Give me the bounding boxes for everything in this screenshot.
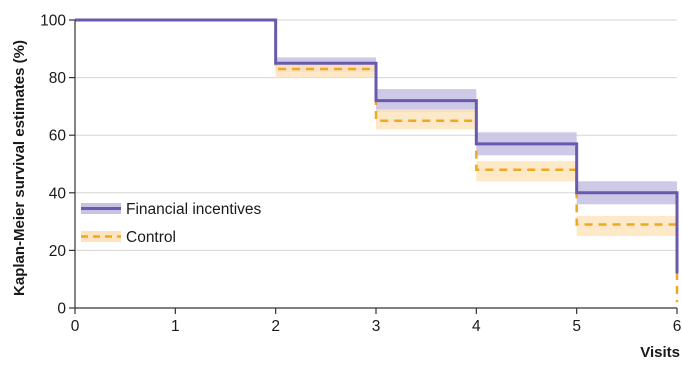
y-tick-label-20: 20 [49, 243, 67, 260]
ci-band-control-4 [576, 215, 677, 236]
x-tick-label-2: 2 [271, 318, 280, 335]
y-tick-label-40: 40 [49, 185, 67, 202]
ci-band-control-1 [275, 63, 376, 78]
tick-labels: 0 20 40 60 80 100 0 1 2 3 4 5 6 [40, 13, 681, 336]
x-tick-label-6: 6 [673, 318, 682, 335]
ci-band-control-2 [376, 109, 477, 130]
series-lines [75, 18, 679, 303]
y-axis-title: Kaplan-Meier survival estimates (%) [11, 40, 28, 296]
x-tick-label-3: 3 [372, 318, 381, 335]
legend-swatch-control-band [81, 231, 121, 242]
legend-item-control: Control [81, 229, 176, 246]
x-tick-label-1: 1 [171, 318, 180, 335]
legend-label-financial-incentives: Financial incentives [126, 201, 262, 218]
x-axis-title: Visits [640, 344, 680, 361]
y-tick-label-100: 100 [40, 13, 66, 30]
ci-band-control-3 [476, 161, 577, 182]
x-tick-label-5: 5 [572, 318, 581, 335]
axes [69, 19, 678, 314]
x-tick-label-4: 4 [472, 318, 481, 335]
confidence-bands [275, 57, 677, 236]
legend: Financial incentives Control [81, 201, 262, 246]
x-tick-label-0: 0 [71, 318, 80, 335]
legend-item-financial-incentives: Financial incentives [81, 201, 262, 218]
y-tick-label-60: 60 [49, 128, 67, 145]
legend-label-control: Control [126, 229, 176, 246]
series-line-financial-incentives [75, 18, 679, 274]
y-tick-label-0: 0 [57, 301, 66, 318]
y-tick-label-80: 80 [49, 70, 67, 87]
